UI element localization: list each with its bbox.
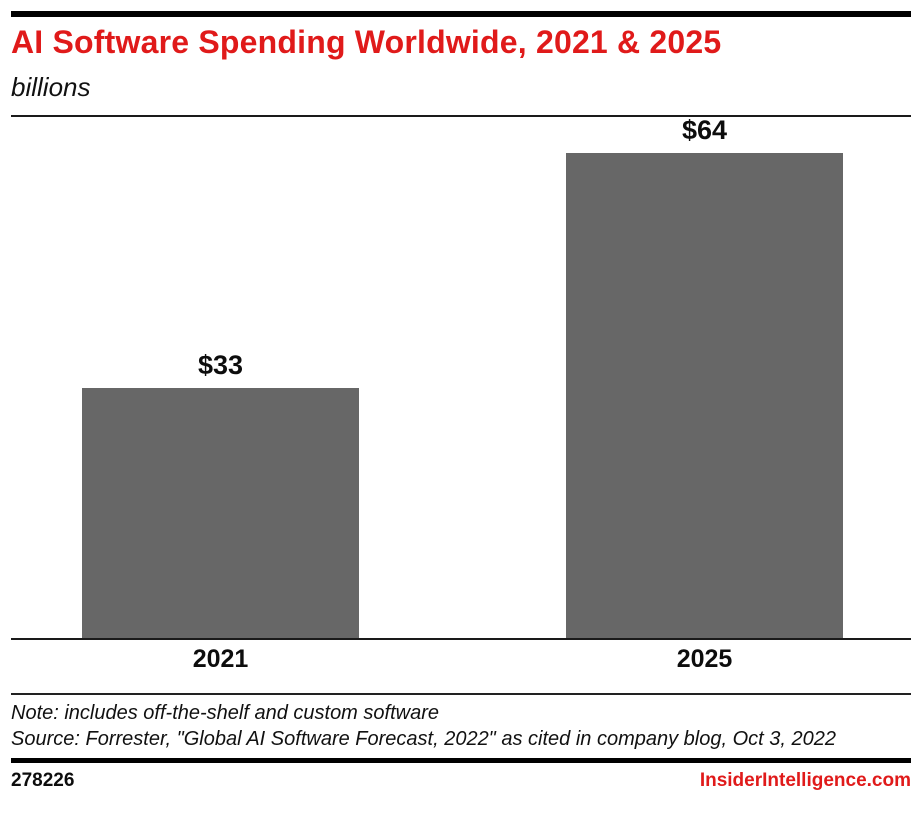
x-axis: 2021 2025 [11, 640, 911, 682]
footer: 278226 InsiderIntelligence.com [11, 770, 911, 792]
chart-subtitle: billions [11, 71, 91, 102]
note-text: Note: includes off-the-shelf and custom … [11, 701, 439, 724]
header-rule [11, 114, 911, 117]
bar-value-label-2021: $33 [197, 349, 244, 380]
chart-title: AI Software Spending Worldwide, 2021 & 2… [11, 24, 722, 60]
notes-section: Note: includes off-the-shelf and custom … [11, 692, 911, 752]
bar-chart-plot: $33 $64 [11, 114, 911, 640]
bar-value-label-2025: $64 [681, 114, 728, 145]
bar-2021 [82, 387, 359, 638]
bar-2025 [566, 152, 843, 638]
footer-rule [11, 757, 911, 763]
top-rule [11, 11, 911, 17]
site-link[interactable]: InsiderIntelligence.com [699, 769, 911, 791]
source-text: Source: Forrester, "Global AI Software F… [11, 727, 836, 750]
chart-id: 278226 [11, 769, 75, 791]
x-axis-label-2025: 2025 [676, 644, 733, 673]
x-axis-label-2021: 2021 [192, 644, 249, 673]
